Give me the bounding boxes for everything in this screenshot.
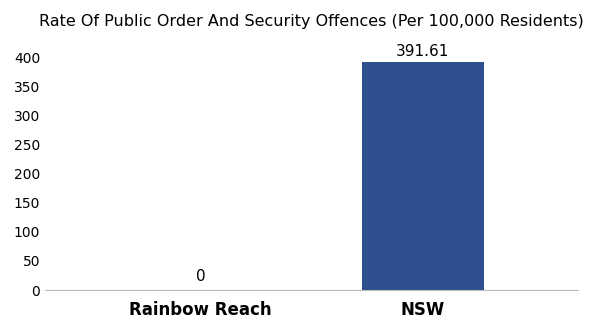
Text: 0: 0 — [196, 269, 205, 284]
Title: Rate Of Public Order And Security Offences (Per 100,000 Residents): Rate Of Public Order And Security Offenc… — [39, 14, 584, 29]
Bar — [362, 62, 484, 290]
Text: 391.61: 391.61 — [396, 44, 449, 59]
